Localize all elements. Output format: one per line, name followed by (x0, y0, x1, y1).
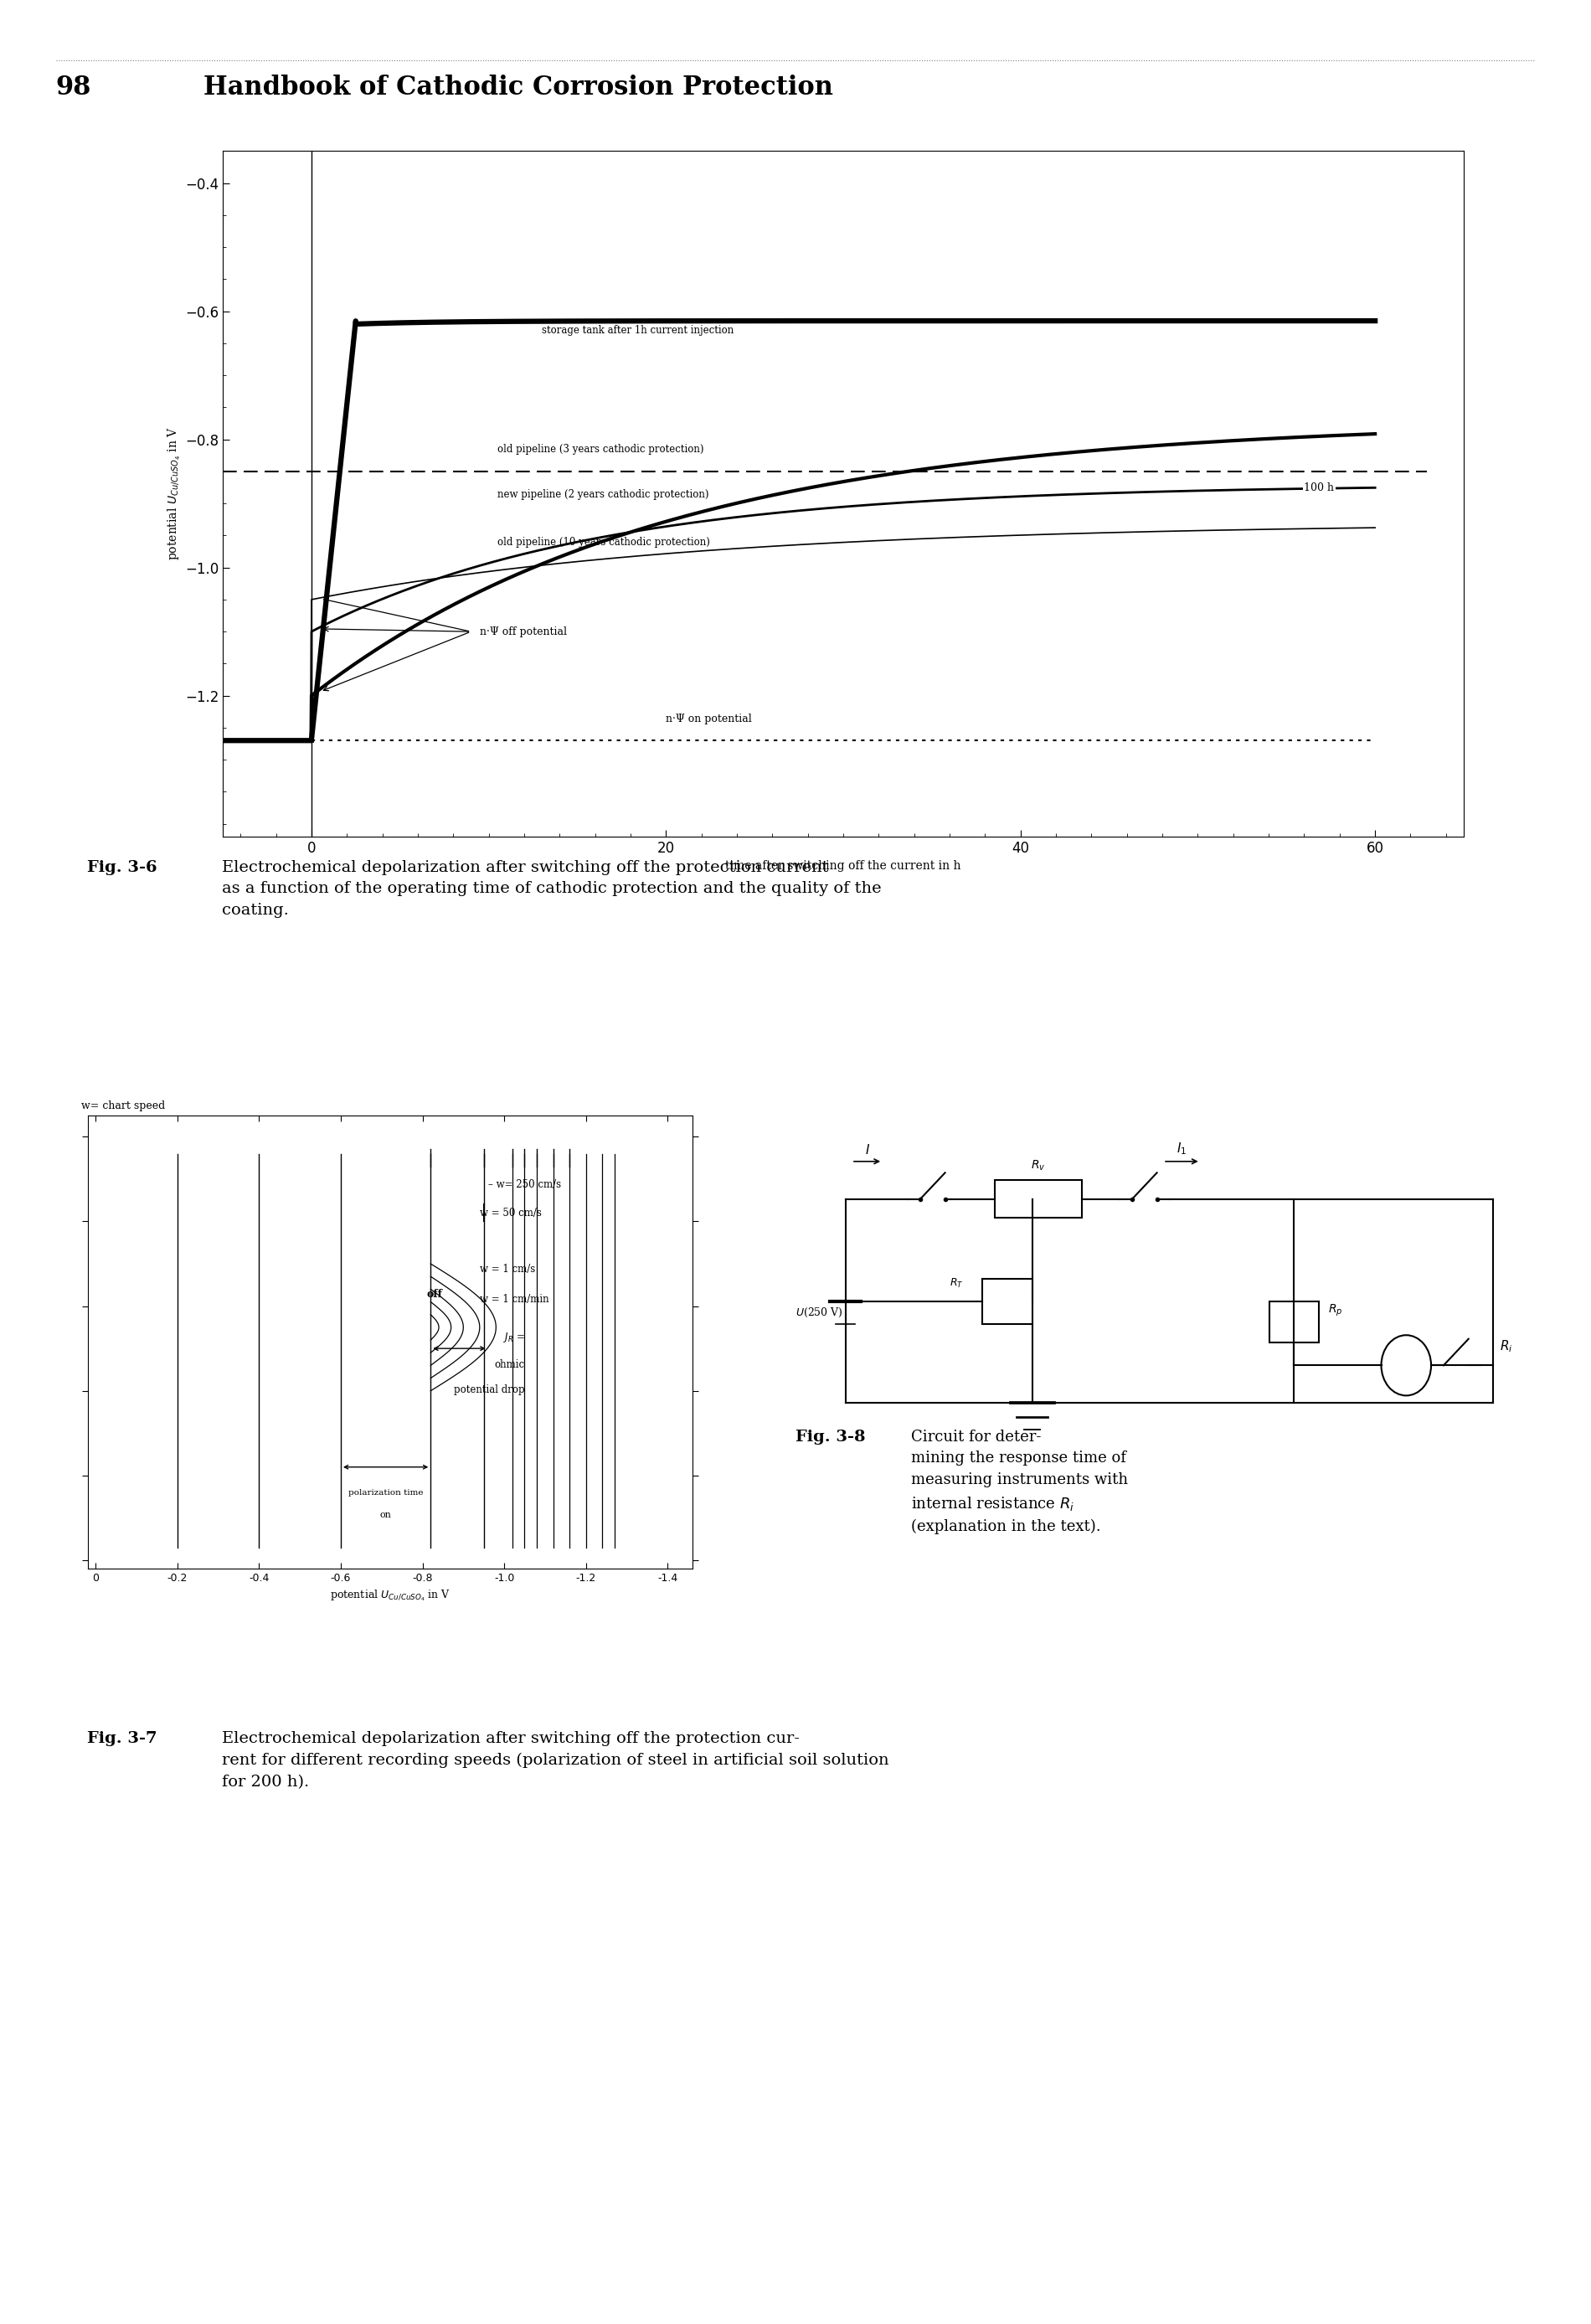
Text: n·Ψ off potential: n·Ψ off potential (480, 625, 566, 637)
Text: $R_i$: $R_i$ (1500, 1339, 1513, 1355)
Text: $U$(250 V): $U$(250 V) (796, 1306, 843, 1318)
Text: w = 50 cm/s: w = 50 cm/s (479, 1208, 541, 1218)
Text: old pipeline (10 years cathodic protection): old pipeline (10 years cathodic protecti… (498, 537, 710, 548)
Text: $J_R$ =: $J_R$ = (503, 1332, 525, 1343)
Bar (1270, 1301, 1319, 1343)
Text: Electrochemical depolarization after switching off the protection cur-
rent for : Electrochemical depolarization after swi… (223, 1731, 889, 1789)
Text: Fig. 3-7: Fig. 3-7 (88, 1731, 158, 1745)
Text: ohmic: ohmic (495, 1360, 525, 1371)
Text: polarization time: polarization time (348, 1490, 423, 1497)
Text: storage tank after 1h current injection: storage tank after 1h current injection (543, 325, 733, 337)
Text: Circuit for deter-
mining the response time of
measuring instruments with
intern: Circuit for deter- mining the response t… (912, 1429, 1128, 1534)
Text: w= chart speed: w= chart speed (81, 1099, 165, 1111)
Text: n·Ψ on potential: n·Ψ on potential (667, 713, 753, 725)
X-axis label: potential $U_{Cu/CuSO_4}$ in V: potential $U_{Cu/CuSO_4}$ in V (329, 1587, 450, 1604)
Text: 100 h: 100 h (1305, 481, 1335, 493)
X-axis label: time after switching off the current in h: time after switching off the current in … (725, 860, 961, 872)
Text: – w= 250 cm/s: – w= 250 cm/s (488, 1178, 562, 1190)
Text: on: on (380, 1511, 391, 1520)
Text: $R_T$: $R_T$ (950, 1276, 964, 1290)
Text: off: off (426, 1290, 442, 1299)
Text: $R_v$: $R_v$ (1031, 1160, 1045, 1174)
Text: Fig. 3-6: Fig. 3-6 (88, 860, 158, 874)
Text: $I$: $I$ (864, 1143, 870, 1157)
Text: w = 1 cm/min: w = 1 cm/min (479, 1294, 549, 1304)
Text: old pipeline (3 years cathodic protection): old pipeline (3 years cathodic protectio… (498, 444, 703, 456)
Text: w = 1 cm/s: w = 1 cm/s (479, 1264, 535, 1276)
Y-axis label: potential $U_{Cu/CuSO_4}$ in V: potential $U_{Cu/CuSO_4}$ in V (167, 428, 183, 560)
Text: 98: 98 (56, 74, 91, 100)
Text: new pipeline (2 years cathodic protection): new pipeline (2 years cathodic protectio… (498, 488, 710, 500)
Text: Electrochemical depolarization after switching off the protection current
as a f: Electrochemical depolarization after swi… (223, 860, 881, 918)
Text: $I_1$: $I_1$ (1177, 1141, 1187, 1157)
Text: Handbook of Cathodic Corrosion Protection: Handbook of Cathodic Corrosion Protectio… (204, 74, 834, 100)
Text: Fig. 3-8: Fig. 3-8 (796, 1429, 866, 1443)
Text: $R_p$: $R_p$ (1328, 1301, 1343, 1318)
Bar (982, 1278, 1033, 1325)
Text: potential drop: potential drop (453, 1385, 525, 1394)
Bar (994, 1181, 1082, 1218)
